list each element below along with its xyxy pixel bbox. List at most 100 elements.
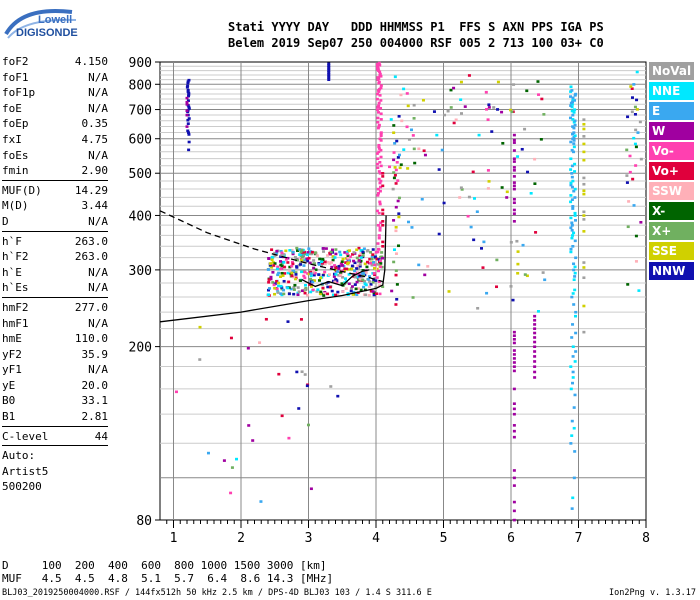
echo-point: [372, 293, 376, 297]
echo-point: [309, 272, 313, 275]
echo-point: [391, 187, 395, 191]
echo-point: [323, 260, 327, 264]
echo-point: [392, 171, 396, 174]
echo-point: [509, 108, 513, 112]
echo-point: [568, 116, 572, 120]
echo-point: [277, 284, 281, 288]
echo-point: [572, 426, 576, 430]
echo-point: [392, 158, 396, 162]
echo-point: [341, 290, 345, 293]
param-key: B1: [2, 410, 16, 424]
echo-point: [390, 289, 394, 293]
param-key: B0: [2, 394, 16, 408]
echo-point: [327, 67, 331, 71]
echo-point: [572, 131, 576, 134]
echo-point: [466, 214, 470, 218]
echo-point: [186, 99, 190, 102]
echo-point: [440, 148, 444, 152]
echo-point: [222, 459, 226, 462]
echo-point: [472, 197, 476, 200]
echo-point: [375, 62, 379, 66]
x-tick-label: 5: [440, 531, 448, 546]
echo-point: [632, 204, 636, 207]
echo-point: [495, 285, 499, 289]
echo-point: [569, 101, 573, 105]
param-row: foE N/A: [2, 101, 108, 117]
echo-point: [573, 239, 577, 243]
echo-point: [487, 180, 491, 183]
echo-point: [571, 355, 575, 358]
echo-point: [174, 390, 178, 394]
echo-point: [570, 419, 574, 423]
echo-point: [572, 150, 576, 154]
echo-point: [280, 271, 284, 275]
echo-point: [569, 183, 573, 187]
echo-point: [294, 271, 298, 274]
echo-point: [633, 113, 637, 116]
echo-point: [417, 147, 421, 151]
echo-point: [374, 285, 378, 289]
echo-point: [327, 72, 331, 76]
echo-point: [393, 166, 397, 169]
echo-point: [187, 105, 191, 109]
echo-point: [371, 253, 375, 256]
echo-point: [573, 275, 577, 278]
echo-point: [378, 63, 382, 67]
echo-point: [350, 264, 354, 268]
echo-point: [311, 279, 315, 282]
echo-point: [376, 105, 380, 109]
echo-point: [397, 244, 401, 248]
echo-point: [420, 197, 424, 201]
echo-point: [375, 65, 379, 68]
echo-point: [311, 280, 315, 284]
echo-point: [352, 259, 356, 263]
echo-point: [533, 365, 537, 368]
echo-point: [512, 149, 516, 152]
echo-point: [512, 407, 516, 411]
echo-point: [361, 250, 365, 254]
echo-point: [512, 175, 516, 178]
echo-point: [582, 218, 586, 221]
echo-point: [393, 141, 397, 145]
echo-point: [307, 256, 311, 260]
echo-point: [303, 288, 307, 292]
echo-point: [369, 289, 373, 293]
echo-point: [512, 500, 516, 504]
echo-point: [378, 160, 382, 164]
echo-point: [230, 466, 234, 469]
echo-point: [381, 223, 385, 227]
x-tick-label: 8: [642, 531, 650, 546]
echo-point: [381, 245, 385, 248]
echo-point: [305, 384, 309, 388]
echo-point: [327, 74, 331, 78]
echo-point: [406, 104, 410, 108]
echo-point: [573, 214, 577, 217]
echo-point: [379, 132, 383, 136]
echo-point: [185, 125, 189, 128]
echo-point: [512, 208, 516, 212]
param-row: yF1 N/A: [2, 362, 108, 378]
echo-point: [411, 296, 415, 299]
echo-point: [363, 279, 367, 283]
echo-point: [572, 145, 576, 149]
param-row: M(D) 3.44: [2, 198, 108, 214]
echo-point: [317, 273, 321, 276]
echo-point: [486, 169, 490, 172]
echo-point: [352, 275, 356, 278]
echo-point: [378, 292, 382, 296]
param-key: 500200: [2, 480, 42, 494]
echo-point: [269, 275, 273, 279]
echo-point: [264, 317, 268, 321]
echo-point: [286, 286, 290, 290]
echo-point: [570, 221, 574, 225]
echo-point: [375, 108, 379, 111]
echo-point: [625, 174, 629, 177]
echo-point: [339, 272, 343, 275]
echo-point: [270, 258, 274, 262]
echo-point: [295, 246, 299, 250]
echo-point: [318, 257, 322, 261]
echo-point: [352, 251, 356, 254]
echo-point: [375, 152, 379, 155]
echo-point: [309, 250, 313, 253]
echo-point: [333, 256, 337, 259]
